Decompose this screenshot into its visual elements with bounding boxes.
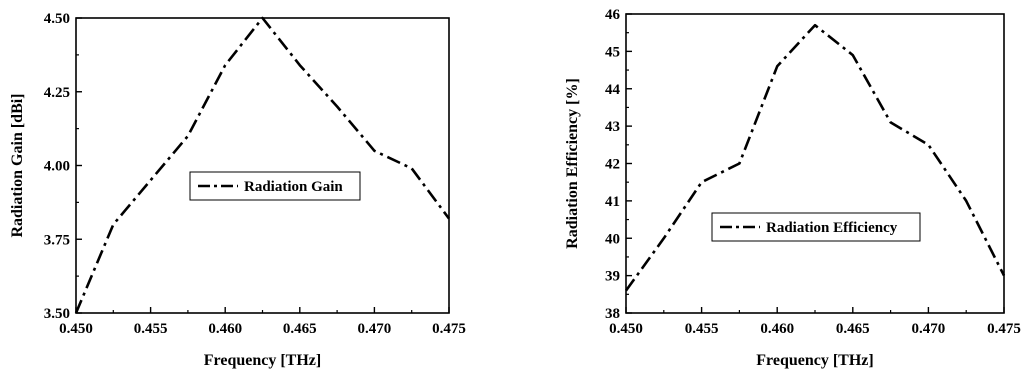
x-tick-label: 0.475 bbox=[987, 321, 1021, 337]
legend-label: Radiation Efficiency bbox=[766, 220, 898, 236]
y-tick-label: 43 bbox=[605, 119, 620, 135]
y-tick-label: 38 bbox=[605, 306, 620, 322]
plot-frame bbox=[625, 13, 1005, 314]
x-tick-label: 0.450 bbox=[609, 321, 643, 337]
y-tick-label: 40 bbox=[605, 231, 620, 247]
x-tick-label: 0.455 bbox=[134, 321, 168, 337]
y-tick-label: 41 bbox=[605, 194, 620, 210]
plot-frame bbox=[75, 17, 450, 314]
y-tick-label: 4.50 bbox=[44, 11, 70, 27]
x-tick-label: 0.465 bbox=[283, 321, 317, 337]
y-tick-label: 42 bbox=[605, 157, 620, 173]
y-tick-label: 39 bbox=[605, 269, 620, 285]
chart-2: 0.450 0.455 0.460 0.465 0.470 0.475 38 39 40 41 42… bbox=[564, 7, 1021, 369]
y-tick-label: 44 bbox=[605, 82, 621, 98]
series-line bbox=[624, 23, 1006, 292]
legend-box bbox=[189, 171, 361, 201]
y-tick-label: 3.75 bbox=[44, 232, 70, 248]
x-tick-label: 0.470 bbox=[358, 321, 392, 337]
x-axis-title: Frequency [THz] bbox=[204, 352, 321, 369]
legend-label: Radiation Gain bbox=[244, 179, 343, 195]
y-tick-label: 4.00 bbox=[44, 159, 70, 175]
x-axis-title: Frequency [THz] bbox=[756, 352, 873, 369]
x-tick-label: 0.475 bbox=[432, 321, 466, 337]
y-axis-title: Radiation Efficiency [%] bbox=[564, 78, 581, 249]
y-tick-label: 45 bbox=[605, 44, 620, 60]
x-tick-label: 0.455 bbox=[685, 321, 719, 337]
y-tick-label: 4.25 bbox=[44, 85, 70, 101]
x-tick-label: 0.470 bbox=[912, 321, 946, 337]
chart-1: 0.450 0.455 0.460 0.465 0.470 0.475 3.50 3.75 4.… bbox=[9, 11, 466, 369]
y-tick-label: 46 bbox=[605, 7, 621, 23]
y-tick-label: 3.50 bbox=[44, 306, 70, 322]
y-axis-title: Radiation Gain [dBi] bbox=[9, 93, 26, 237]
x-tick-label: 0.460 bbox=[208, 321, 242, 337]
x-tick-label: 0.450 bbox=[59, 321, 93, 337]
x-tick-label: 0.460 bbox=[760, 321, 794, 337]
x-tick-label: 0.465 bbox=[836, 321, 870, 337]
series-line bbox=[74, 16, 451, 314]
